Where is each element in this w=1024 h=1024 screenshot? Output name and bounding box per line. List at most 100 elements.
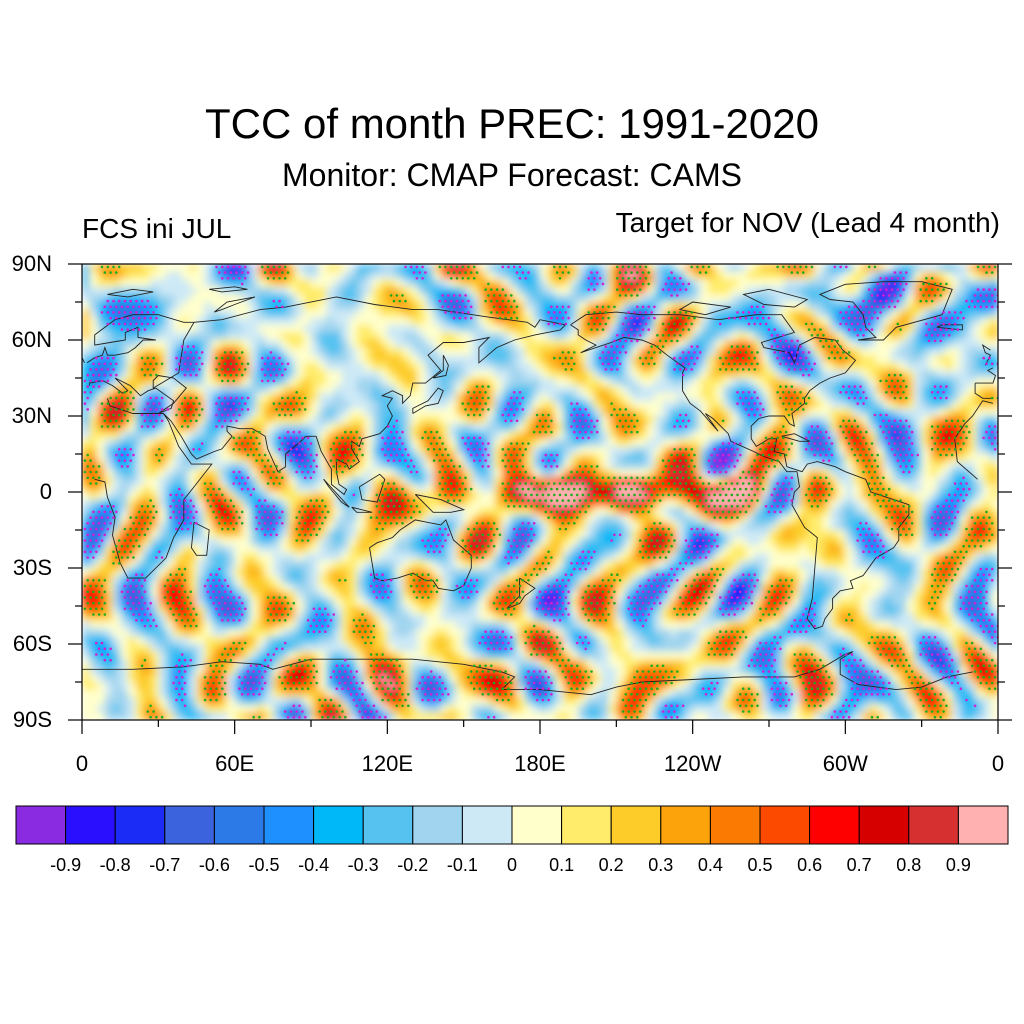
field-cell <box>593 522 602 531</box>
field-cell <box>639 461 648 470</box>
field-cell <box>402 423 411 432</box>
field-cell <box>433 446 442 455</box>
field-cell <box>349 575 358 584</box>
field-cell <box>97 423 106 432</box>
field-cell <box>517 416 526 425</box>
field-cell <box>82 362 91 371</box>
field-cell <box>158 370 167 379</box>
field-cell <box>318 545 327 554</box>
field-cell <box>524 537 533 546</box>
field-cell <box>540 332 549 341</box>
field-cell <box>173 317 182 326</box>
field-cell <box>807 317 816 326</box>
field-cell <box>486 286 495 295</box>
field-cell <box>860 347 869 356</box>
field-cell <box>761 286 770 295</box>
field-cell <box>89 271 98 280</box>
field-cell <box>410 347 419 356</box>
field-cell <box>814 416 824 425</box>
field-cell <box>288 400 297 409</box>
field-cell <box>82 400 91 409</box>
field-cell <box>410 286 419 295</box>
field-cell <box>784 370 793 379</box>
field-cell <box>715 461 724 470</box>
field-cell <box>181 454 190 463</box>
field-cell <box>898 484 907 493</box>
field-cell <box>608 431 617 440</box>
field-cell <box>82 355 91 364</box>
field-cell <box>585 423 595 432</box>
field-cell <box>150 340 159 349</box>
field-cell <box>478 431 488 440</box>
field-cell <box>295 332 304 341</box>
field-cell <box>753 294 762 303</box>
field-cell <box>349 332 358 341</box>
field-cell <box>379 347 388 356</box>
field-cell <box>448 431 457 440</box>
field-cell <box>547 332 556 341</box>
field-cell <box>555 484 564 493</box>
field-cell <box>188 309 198 318</box>
field-cell <box>845 271 854 280</box>
field-cell <box>158 385 167 394</box>
field-cell <box>440 423 449 432</box>
field-cell <box>112 522 121 531</box>
field-cell <box>173 279 182 288</box>
field-cell <box>914 545 923 554</box>
field-cell <box>707 416 717 425</box>
field-cell <box>982 332 991 341</box>
field-cell <box>921 324 930 333</box>
field-cell <box>967 324 976 333</box>
field-cell <box>165 537 175 546</box>
field-cell <box>471 264 480 273</box>
field-cell <box>280 530 289 539</box>
field-cell <box>219 362 228 371</box>
field-cell <box>471 279 480 288</box>
field-cell <box>272 514 282 523</box>
field-cell <box>158 454 167 463</box>
field-cell <box>738 370 747 379</box>
field-cell <box>776 476 785 485</box>
field-cell <box>723 332 732 341</box>
field-cell <box>723 302 732 311</box>
field-cell <box>356 378 366 387</box>
field-cell <box>280 408 289 417</box>
field-cell <box>906 378 915 387</box>
field-cell <box>517 378 526 387</box>
field-cell <box>82 370 91 379</box>
field-cell <box>944 332 953 341</box>
field-cell <box>120 469 129 478</box>
field-cell <box>685 560 694 569</box>
field-cell <box>776 378 785 387</box>
field-cell <box>852 552 862 561</box>
field-cell <box>326 355 335 364</box>
field-cell <box>715 332 724 341</box>
field-cell <box>608 347 617 356</box>
field-cell <box>784 408 793 417</box>
field-cell <box>288 309 297 318</box>
field-cell <box>791 537 801 546</box>
field-cell <box>227 438 236 447</box>
field-cell <box>501 499 511 508</box>
field-cell <box>860 294 869 303</box>
field-cell <box>952 522 961 531</box>
field-cell <box>417 522 427 531</box>
field-cell <box>830 514 839 523</box>
field-cell <box>585 522 595 531</box>
field-cell <box>188 552 198 561</box>
field-cell <box>715 309 724 318</box>
field-cell <box>272 294 282 303</box>
field-cell <box>830 370 839 379</box>
field-cell <box>631 324 640 333</box>
map-subtitle: Monitor: CMAP Forecast: CAMS <box>282 157 742 193</box>
field-cell <box>852 499 862 508</box>
field-cell <box>303 423 312 432</box>
field-cell <box>97 332 106 341</box>
field-cell <box>601 499 610 508</box>
field-cell <box>333 507 343 516</box>
field-cell <box>440 446 449 455</box>
field-cell <box>524 378 533 387</box>
field-cell <box>234 514 243 523</box>
field-cell <box>120 279 129 288</box>
field-cell <box>723 340 732 349</box>
